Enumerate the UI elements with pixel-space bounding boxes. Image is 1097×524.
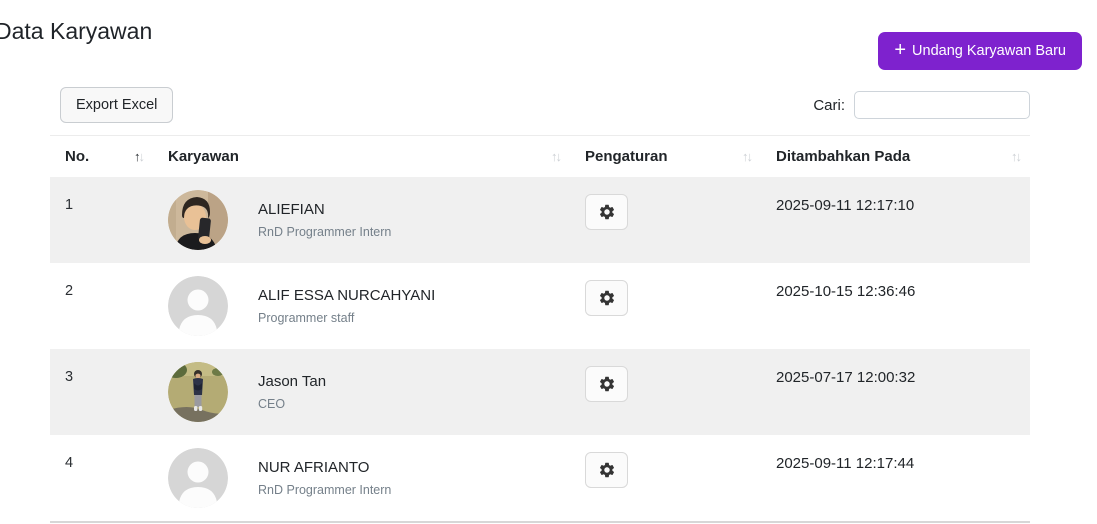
plus-icon: +: [894, 39, 907, 61]
row-number: 1: [65, 197, 74, 213]
table-row: 3: [50, 349, 1030, 435]
row-number: 3: [65, 369, 74, 385]
employee-role: RnD Programmer Intern: [258, 483, 392, 497]
sort-icon: ↑↓: [1011, 149, 1022, 164]
employee-name: ALIF ESSA NURCAHYANI: [258, 287, 436, 304]
employee-role: RnD Programmer Intern: [258, 225, 392, 239]
sort-up-icon: ↑: [1011, 149, 1017, 164]
gear-icon: [599, 204, 614, 220]
settings-button[interactable]: [585, 194, 628, 230]
row-number: 2: [65, 283, 74, 299]
sort-down-icon: ↓: [138, 149, 145, 164]
sort-up-icon: ↑: [742, 149, 748, 164]
export-excel-button[interactable]: Export Excel: [60, 87, 174, 123]
sort-icon: ↑↓: [134, 149, 145, 164]
added-date: 2025-09-11 12:17:10: [776, 197, 915, 214]
sort-down-icon: ↓: [1015, 149, 1022, 164]
sort-up-icon: ↑: [551, 149, 557, 164]
avatar-photo: [168, 190, 228, 250]
settings-button[interactable]: [585, 366, 628, 402]
added-date: 2025-10-15 12:36:46: [776, 283, 916, 300]
table-toolbar: Export Excel Cari:: [50, 87, 1030, 123]
row-number: 4: [50, 435, 153, 523]
page-title: Data Karyawan: [0, 18, 153, 44]
avatar-placeholder: [168, 276, 228, 336]
search-box: Cari:: [813, 91, 1030, 119]
table-row: 2: [50, 263, 1030, 349]
search-input[interactable]: [854, 91, 1030, 119]
added-date: 2025-07-17 12:00:32: [776, 369, 916, 386]
employee-table: No. ↑↓ Karyawan ↑↓ Pengaturan ↑↓: [50, 135, 1030, 523]
table-row: 1: [50, 177, 1030, 263]
employee-name: Jason Tan: [258, 373, 327, 390]
search-label: Cari:: [813, 96, 845, 114]
table-card: Export Excel Cari: No. ↑↓ Karyawan ↑↓: [50, 87, 1030, 523]
employee-name: ALIEFIAN: [258, 201, 325, 218]
avatar-photo: [168, 362, 228, 422]
sort-up-icon: ↑: [134, 149, 140, 164]
page-header: Data Karyawan + Undang Karyawan Baru: [0, 17, 1097, 79]
column-header-no[interactable]: No. ↑↓: [65, 148, 145, 165]
employee-name: NUR AFRIANTO: [258, 459, 370, 476]
gear-icon: [599, 462, 614, 478]
added-date: 2025-09-11 12:17:44: [761, 435, 1030, 523]
employee-role: Programmer staff: [258, 311, 355, 325]
avatar-placeholder: [168, 448, 228, 508]
sort-down-icon: ↓: [746, 149, 753, 164]
settings-button[interactable]: [585, 280, 628, 316]
invite-new-employee-button[interactable]: + Undang Karyawan Baru: [878, 32, 1082, 70]
gear-icon: [599, 376, 614, 392]
column-header-karyawan[interactable]: Karyawan ↑↓: [168, 148, 562, 165]
settings-button[interactable]: [585, 452, 628, 488]
table-row: 4: [50, 435, 1030, 523]
column-header-ditambahkan[interactable]: Ditambahkan Pada ↑↓: [776, 148, 1022, 165]
sort-icon: ↑↓: [742, 149, 753, 164]
invite-button-label: Undang Karyawan Baru: [912, 43, 1066, 59]
column-header-pengaturan[interactable]: Pengaturan ↑↓: [585, 148, 753, 165]
sort-down-icon: ↓: [555, 149, 562, 164]
employee-role: CEO: [258, 397, 286, 411]
sort-icon: ↑↓: [551, 149, 562, 164]
gear-icon: [599, 290, 614, 306]
table-header-row: No. ↑↓ Karyawan ↑↓ Pengaturan ↑↓: [50, 136, 1030, 178]
